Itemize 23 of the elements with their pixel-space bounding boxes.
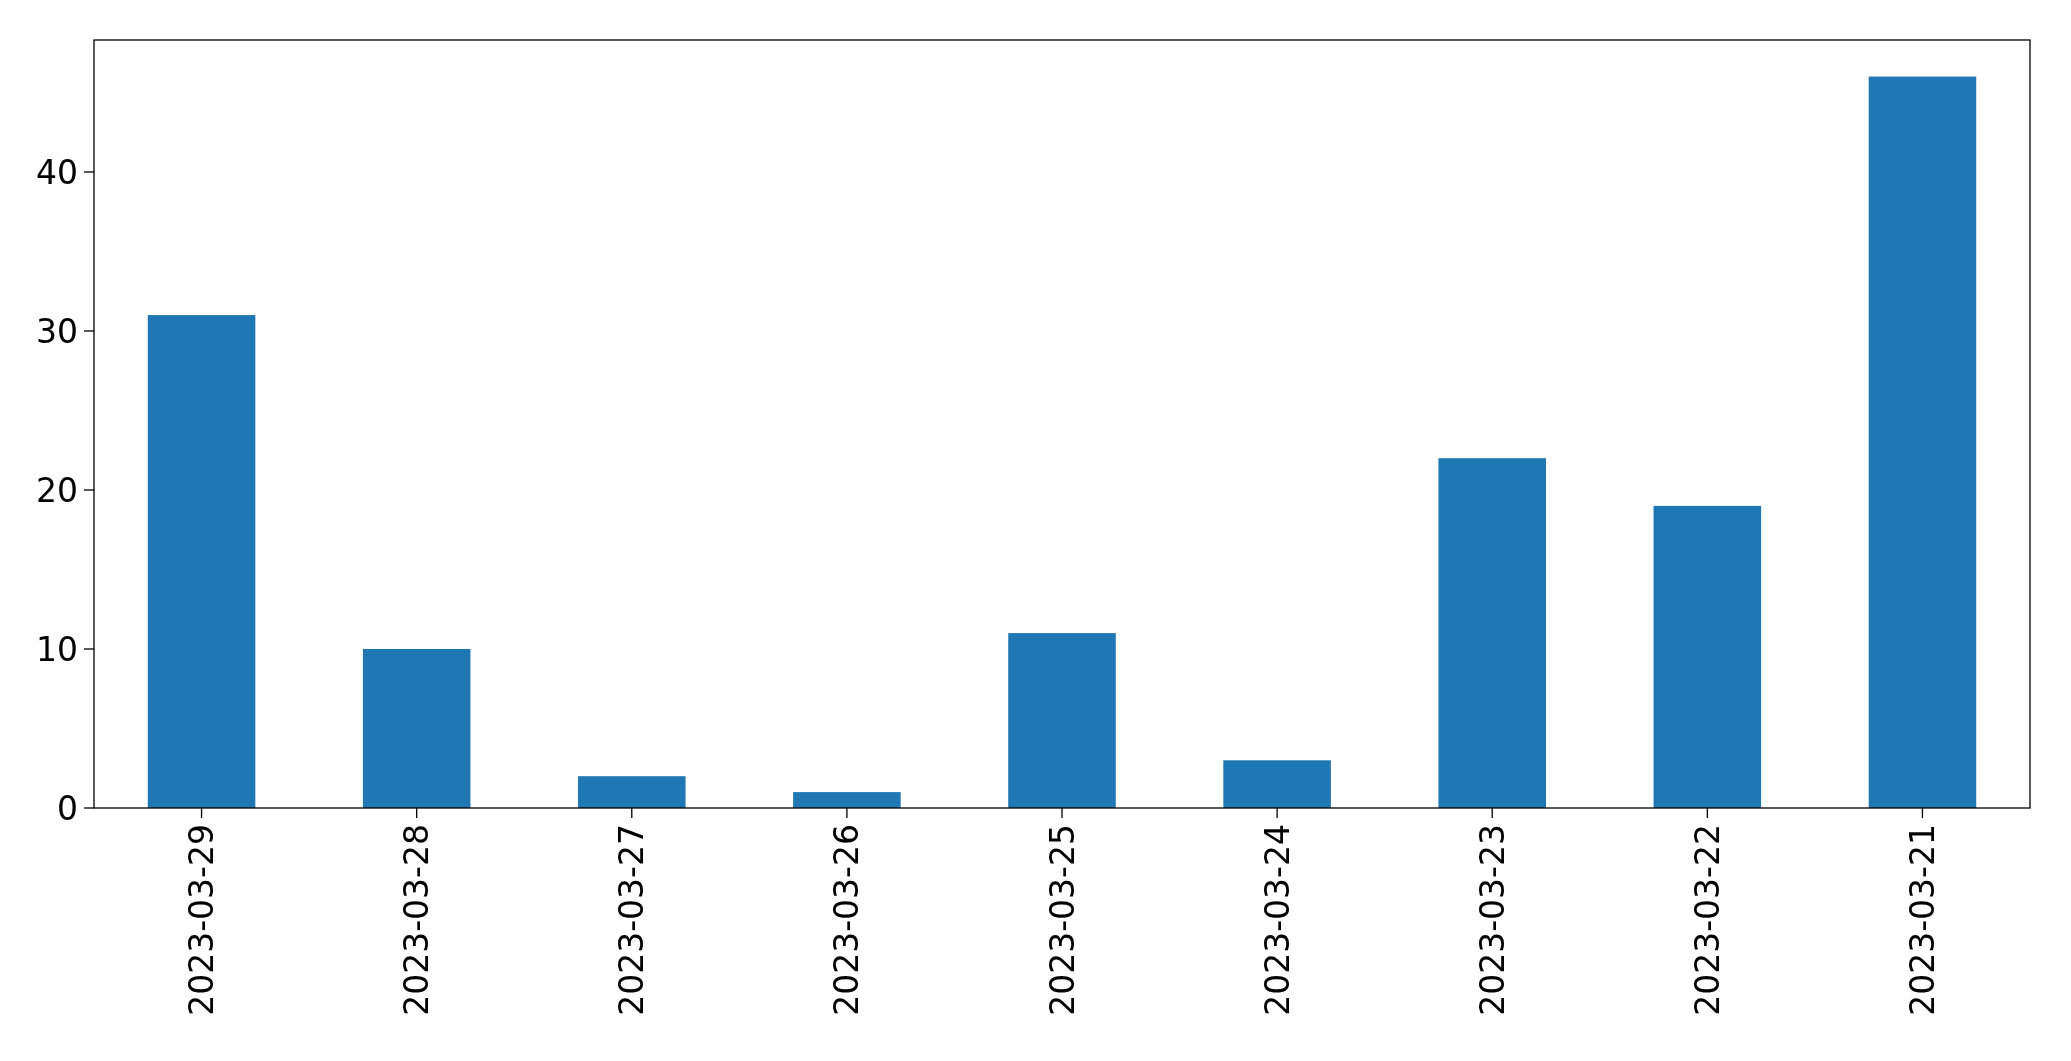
bar [793,792,901,808]
bar [147,315,256,808]
x-tick-label: 2023-03-24 [1257,824,1297,1016]
x-tick-label: 2023-03-21 [1902,824,1942,1016]
x-tick-label: 2023-03-23 [1472,824,1512,1016]
bar [1223,760,1331,808]
x-tick-label: 2023-03-29 [182,824,222,1016]
x-tick-label: 2023-03-26 [827,824,867,1016]
y-tick-label: 10 [36,629,78,669]
bar [1868,76,1977,808]
y-tick-label: 20 [36,470,78,510]
x-tick-label: 2023-03-27 [612,824,652,1016]
y-tick-label: 40 [36,152,78,192]
bar [1653,505,1762,808]
x-tick-label: 2023-03-28 [397,824,437,1016]
bar [1438,458,1546,808]
y-tick-label: 30 [36,311,78,351]
x-tick-label: 2023-03-25 [1042,824,1082,1016]
x-tick-label: 2023-03-22 [1687,824,1727,1016]
bar [362,648,471,808]
bar [1008,633,1116,808]
bar [578,776,686,808]
y-tick-label: 0 [57,788,78,828]
